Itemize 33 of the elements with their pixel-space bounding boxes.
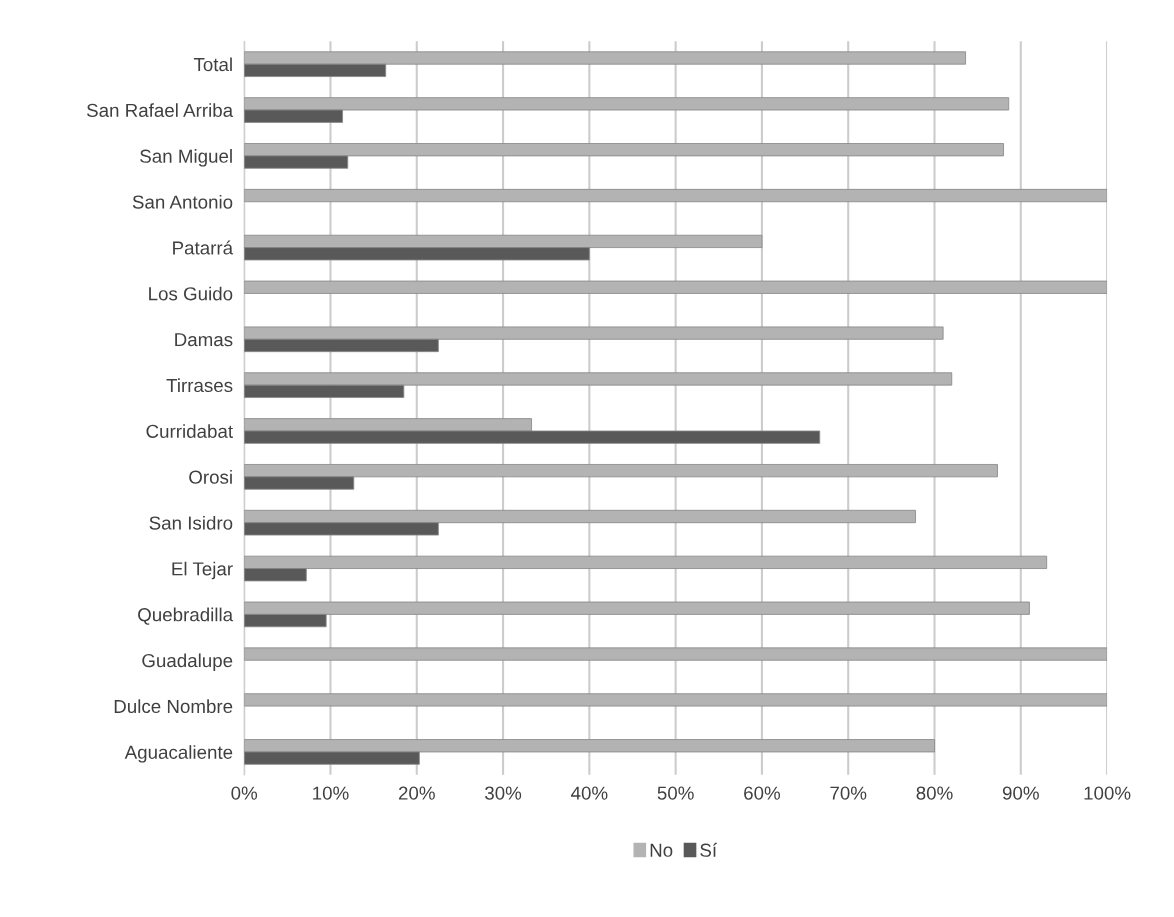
y-tick-label: San Miguel <box>140 149 232 167</box>
x-tick-label: 0% <box>231 786 258 800</box>
y-tick-label: San Antonio <box>132 194 233 209</box>
legend-label: Sí <box>700 842 718 857</box>
x-tick-label: 10% <box>313 786 349 800</box>
y-tick-label: Tirrases <box>166 378 233 393</box>
legend-label: No <box>650 843 673 857</box>
y-tick-label: Dulce Nombre <box>114 699 233 714</box>
y-tick-label: Los Guido <box>149 286 233 301</box>
bar <box>244 693 1108 707</box>
x-tick-label: 100% <box>1084 786 1131 800</box>
y-tick-label: Quebradilla <box>138 607 234 625</box>
bar <box>244 188 1108 203</box>
y-tick-label: Aguacaliente <box>124 745 233 763</box>
x-tick-label: 40% <box>571 786 608 800</box>
x-tick-label: 30% <box>485 786 522 800</box>
x-tick-label: 50% <box>657 786 694 800</box>
y-tick-label: Guadalupe <box>142 653 233 671</box>
x-tick-label: 80% <box>916 786 953 800</box>
bar <box>244 280 1108 294</box>
x-tick-label: 70% <box>830 786 867 800</box>
x-tick-label: 60% <box>744 786 781 800</box>
y-tick-label: Total <box>193 57 232 72</box>
y-tick-label: Damas <box>175 333 233 347</box>
bar <box>244 647 1108 661</box>
y-tick-label: Orosi <box>189 470 232 484</box>
x-tick-label: 20% <box>398 786 435 800</box>
y-tick-label: San Rafael Arriba <box>86 103 234 118</box>
x-tick-label: 90% <box>1002 786 1039 800</box>
y-tick-label: San Isidro <box>149 515 233 530</box>
y-tick-label: El Tejar <box>172 561 233 580</box>
y-tick-label: Curridabat <box>146 424 233 438</box>
y-tick-label: Patarrá <box>173 240 234 255</box>
